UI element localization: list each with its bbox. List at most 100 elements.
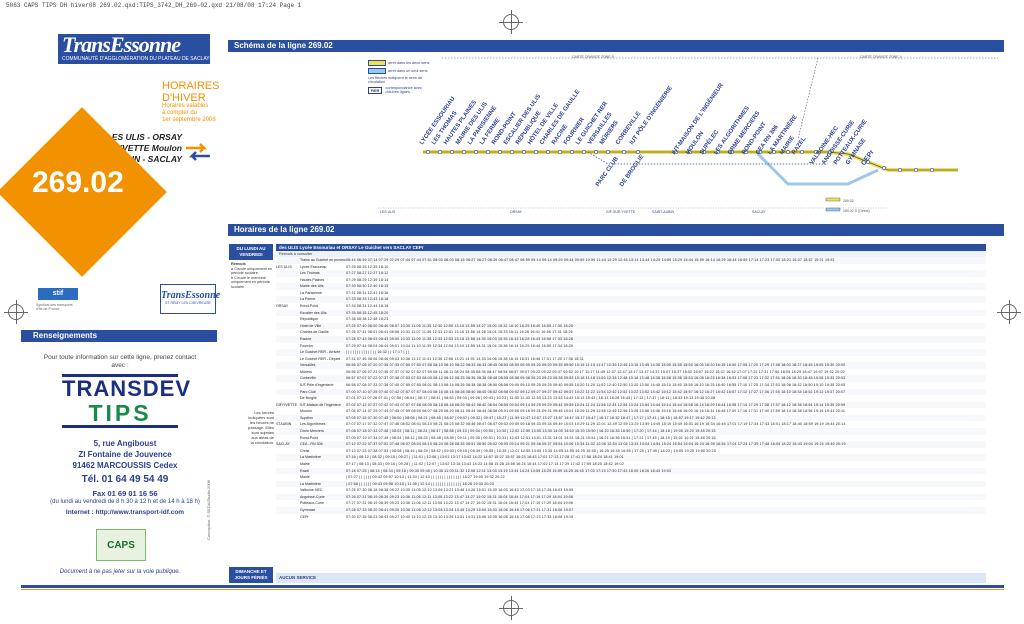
table-row: Mairie 07:17 | 08:13 | 08:33 | 09:16 | 09… xyxy=(276,461,986,468)
cell-city xyxy=(276,375,300,382)
commune-label: LES ULIS xyxy=(380,210,396,214)
cell-times: 07:07 07:17 07:32 07:47 07:46 08:02 08:0… xyxy=(346,422,846,427)
cell-city xyxy=(276,309,300,317)
bottom-rule xyxy=(21,585,1004,588)
cell-stop: Valboine-HEC xyxy=(300,488,323,493)
cell-stop: Le Guichet RER - Départ xyxy=(300,356,340,361)
times-note: Les heures indiquées sont les heures de … xyxy=(248,410,275,445)
cell-times: 07:35 08:35 12:45 18:20 xyxy=(346,309,986,317)
cell-stop: République xyxy=(300,317,319,322)
cell-times: 07:01 07:11 07:26 07:41 | 07:56 | 08:04 … xyxy=(346,396,716,401)
legend-arrows: Les flèches indiquent le sens de circula… xyxy=(368,76,423,84)
cell-stop: Mairie des Ulis xyxy=(300,283,346,290)
bottom-rule-accent xyxy=(21,589,1004,590)
cell-stop: La Parisienne xyxy=(300,290,322,295)
cell-city xyxy=(276,467,300,475)
cell-times: 06:57 07:07 07:22 07:37 07:38 07:53 07:5… xyxy=(346,375,986,382)
cell-stop: Lycée Essouriau xyxy=(300,264,327,269)
cell-city xyxy=(276,448,300,455)
timetable-table: Trains au Guichet en provenance de Paris… xyxy=(276,257,986,520)
cell-stop: IUT-Maison de l'Ingénieur xyxy=(300,401,346,409)
table-row: Razel 07:18 07:25 | 08:14 | 08:34 | 09:18… xyxy=(276,467,986,475)
cell-times: 07:05 07:15 07:30 07:45 | 08:00 | 08:08 … xyxy=(346,414,986,422)
cell-city xyxy=(276,461,300,468)
cell-stop: Le Guichet RER - Arrivée xyxy=(300,349,346,356)
cell-times: 07:00 07:10 07:25 07:40 07:42 07:57 07:5… xyxy=(346,388,986,396)
contact-intro: Pour toute information sur cette ligne, … xyxy=(43,354,197,369)
zone-4-label: CARTE ORANGE ZONE 4 xyxy=(860,55,902,59)
cell-city: GIF/YVETTE xyxy=(276,401,300,409)
registration-mark-right xyxy=(997,300,1021,324)
renvois-row: Renvois à consulter xyxy=(276,251,986,257)
table-row: La Martinière | 07:58 | | | | | | 09:43 0… xyxy=(276,480,986,488)
table-row: Hôtel de Ville 07:25 07:40 08:00 08:40 08… xyxy=(276,322,986,330)
stif-logo: stif xyxy=(38,288,78,300)
cell-stop: De Broglie xyxy=(300,396,317,401)
fax-number: Fax 01 69 01 16 56 xyxy=(92,489,158,498)
stif-caption: Syndicat des transports d'Île-de-France xyxy=(36,303,73,311)
days-weekdays: DU LUNDI AU VENDREDI xyxy=(229,244,273,260)
table-row: ORSAY Rond-Point 07:34 08:34 12:44 18:19 xyxy=(276,303,986,310)
cell-city xyxy=(276,349,300,356)
cell-city: STAUBIN xyxy=(276,422,292,427)
cell-times: 06:56 07:06 07:21 07:36 07:37 07:52 07:5… xyxy=(346,369,845,374)
table-row: Mairie | 07:27 | | | | | | 09:42 09:57 10… xyxy=(276,474,986,481)
table-row: La Ferme 07:33 08:33 12:43 18:18 xyxy=(276,296,986,304)
transessonne-small-logo: TransEssonne ST RÉMY LES CHEVREUSE xyxy=(160,284,220,314)
cell-city xyxy=(276,257,300,264)
brand-band xyxy=(58,34,210,64)
cell-city xyxy=(276,435,300,442)
litter-note: Document à ne pas jeter sur la voie publ… xyxy=(59,569,181,575)
cell-stop: CEA - RN 306 xyxy=(300,441,346,448)
cell-stop: Racine xyxy=(300,335,346,343)
table-row: La Martinière 07:16 | 08:12 | 08:32 | 09:… xyxy=(276,454,986,461)
cell-city xyxy=(276,290,300,297)
remarks: Renvois a Circule uniquement en période … xyxy=(231,262,273,289)
cell-stop: Mûriers xyxy=(300,369,312,374)
cell-times: 07:25 08:25 12:35 18:10 xyxy=(346,264,389,269)
direction-arrows-icon xyxy=(186,143,210,161)
map-legend-direct: 269.02 D (Direct) xyxy=(843,209,870,213)
cell-times: 07:26 07:41 08:01 08:41 08:58 10:31 11:0… xyxy=(346,330,573,335)
table-row: Mûriers 06:56 07:06 07:21 07:36 07:37 07:… xyxy=(276,369,986,376)
cell-city xyxy=(276,362,300,369)
cell-stop: La Ferme xyxy=(300,296,346,304)
cell-stop: Les Algorithmes xyxy=(300,422,326,427)
days-sundays: DIMANCHE ET JOURS FÉRIÉS xyxy=(229,567,273,583)
cell-stop: Potteaux-Curie xyxy=(300,501,324,506)
cell-times: 07:17 | 08:13 | 08:33 | 09:16 | 09:28 | … xyxy=(346,461,624,466)
legend-two-way: arrêt dans les deux sens xyxy=(388,61,430,65)
cell-stop: Trains au Guichet en provenance de Paris xyxy=(300,257,346,264)
cell-stop: Escalier des Ulis xyxy=(300,309,346,317)
cell-times: 07:27 07:31 08:19 08:39 09:23 10:36 11:0… xyxy=(346,501,574,506)
destination-2: GIF-SUR-YVETTE Moulon xyxy=(78,143,182,153)
office-hours: (du lundi au vendredi de 8 h 30 à 12 h e… xyxy=(50,499,200,505)
cell-times: 06:55 07:05 07:20 07:35 07:35 07:50 07:5… xyxy=(346,362,986,369)
cell-stop: Fournier xyxy=(300,343,314,348)
caps-logo: CAPS xyxy=(96,529,146,561)
phone-number: Tél. 01 64 49 54 49 xyxy=(81,474,169,485)
table-row: Christ 07:13 07:23 07:38 07:53 | 08:08 | … xyxy=(276,448,986,455)
cell-stop: Parc Club xyxy=(300,388,346,396)
scheme-title: Schéma de la ligne 269.02 xyxy=(228,40,1004,52)
table-row: Supélec 07:05 07:15 07:30 07:45 | 08:00 |… xyxy=(276,414,986,422)
cell-times: 07:16 | 08:12 | 08:32 | 09:15 | 09:27 | … xyxy=(346,454,986,461)
cell-city xyxy=(276,270,300,277)
table-row: LES ULIS Lycée Essouriau 07:25 08:25 12:35… xyxy=(276,264,986,271)
table-row: Versailles 06:55 07:05 07:20 07:35 07:35 … xyxy=(276,362,986,369)
website-link[interactable]: Internet : http://www.transport-idf.com xyxy=(65,509,185,516)
commune-label: SACLAY xyxy=(752,210,766,214)
cell-city xyxy=(276,428,300,435)
cell-times: 07:25 07:30 08:18 08:38 09:22 10:35 11:0… xyxy=(346,488,574,493)
table-row: Escalier des Ulis 07:35 08:35 12:45 18:20 xyxy=(276,309,986,317)
cell-city xyxy=(276,500,300,507)
cell-city xyxy=(276,454,300,461)
table-row: Charles de Gaulle 07:26 07:41 08:01 08:41… xyxy=(276,329,986,336)
timetable-title: Horaires de la ligne 269.02 xyxy=(228,224,1004,236)
scheme-legend: arrêt dans les deux sens arrêt dans un s… xyxy=(368,60,440,116)
timetable-direction: des ULIS Lycée Essouriau et ORSAY Le Gui… xyxy=(276,244,986,251)
cell-stop: Hautes Plaines xyxy=(300,277,325,282)
commune-label: ORSAY xyxy=(510,210,522,214)
cell-times: 07:30 07:35 08:23 08:43 09:27 10:40 11:1… xyxy=(346,514,574,519)
registration-mark-top xyxy=(499,10,523,34)
